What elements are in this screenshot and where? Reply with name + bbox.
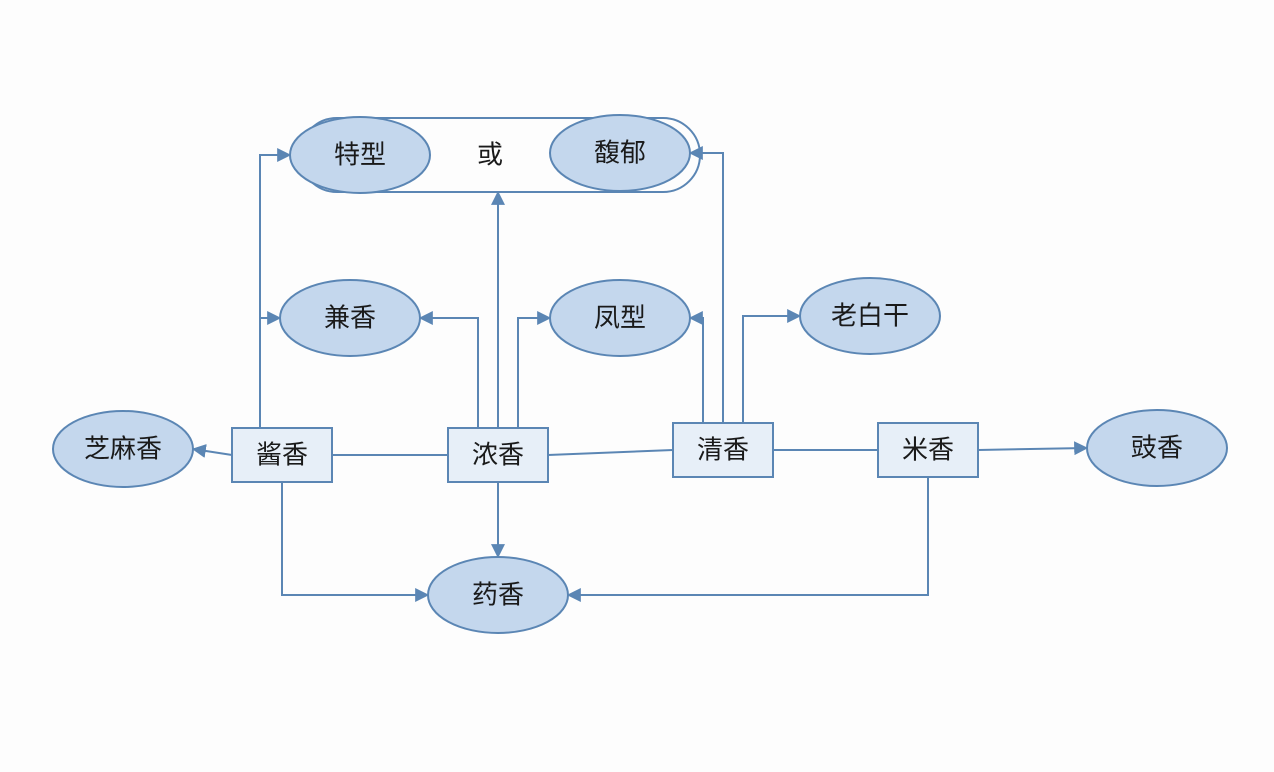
node-label-laobaigan: 老白干 [831, 302, 909, 331]
node-jianxiang: 兼香 [280, 280, 420, 356]
node-label-texing: 特型 [334, 141, 386, 170]
node-chixiang: 豉香 [1087, 410, 1227, 486]
node-label-chixiang: 豉香 [1131, 434, 1183, 463]
free-label-0: 或 [477, 141, 503, 170]
node-label-yaoxiang: 药香 [472, 581, 524, 610]
node-label-fengxing: 凤型 [594, 304, 646, 333]
node-mixiang: 米香 [878, 423, 978, 477]
node-texing: 特型 [290, 117, 430, 193]
node-label-jiangxiang: 酱香 [256, 441, 308, 470]
node-fengxing: 凤型 [550, 280, 690, 356]
node-nongxiang: 浓香 [448, 428, 548, 482]
node-label-fuyu: 馥郁 [594, 139, 646, 168]
node-label-mixiang: 米香 [902, 436, 954, 465]
node-fuyu: 馥郁 [550, 115, 690, 191]
node-label-zhimaxiang: 芝麻香 [84, 435, 162, 464]
node-zhimaxiang: 芝麻香 [53, 411, 193, 487]
node-laobaigan: 老白干 [800, 278, 940, 354]
node-label-nongxiang: 浓香 [472, 441, 524, 470]
node-jiangxiang: 酱香 [232, 428, 332, 482]
node-label-jianxiang: 兼香 [324, 304, 376, 333]
node-yaoxiang: 药香 [428, 557, 568, 633]
node-qingxiang: 清香 [673, 423, 773, 477]
node-label-qingxiang: 清香 [697, 436, 749, 465]
